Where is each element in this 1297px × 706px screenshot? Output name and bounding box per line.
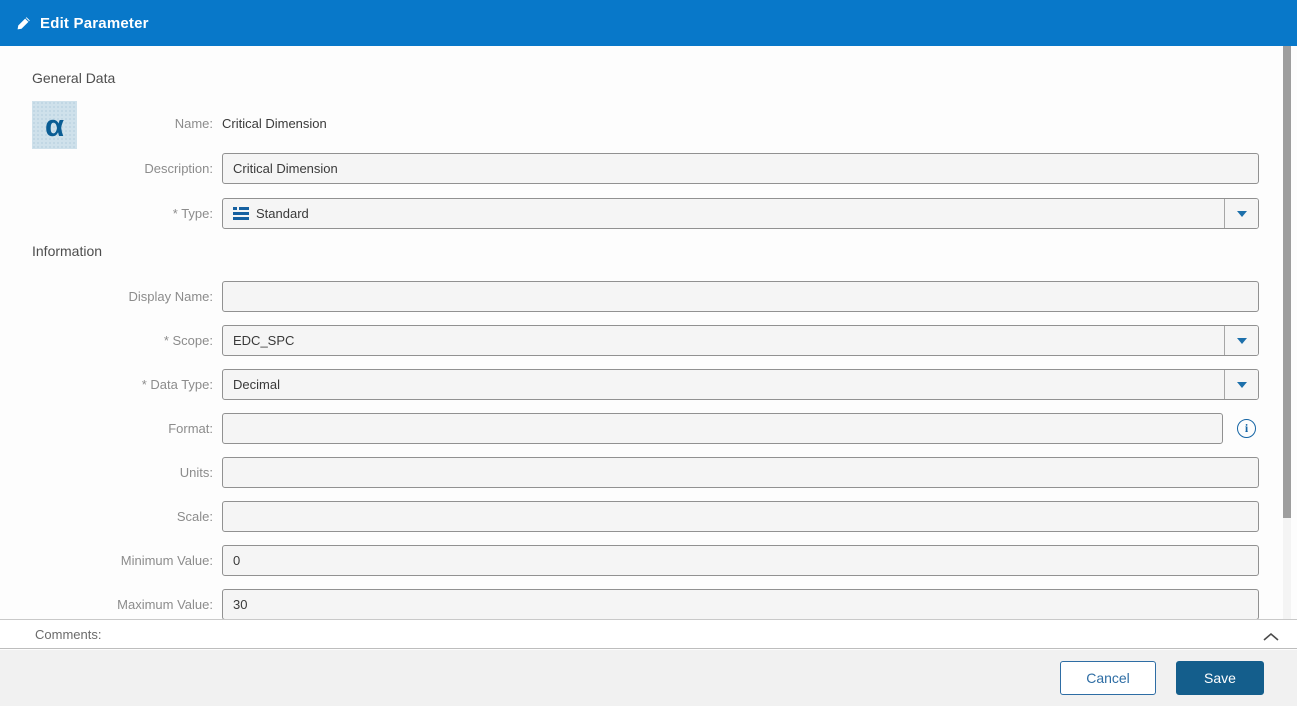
edit-pencil-icon — [16, 16, 31, 31]
type-label: * Type: — [172, 206, 213, 221]
name-label: Name: — [174, 116, 213, 131]
dialog-header: Edit Parameter — [0, 0, 1297, 46]
format-field-wrap: i — [222, 413, 1259, 444]
dialog-footer: Cancel Save — [0, 650, 1297, 706]
scope-dropdown-button[interactable] — [1224, 326, 1258, 355]
units-label: Units: — [179, 465, 213, 480]
scope-label: * Scope: — [163, 333, 213, 348]
save-button[interactable]: Save — [1176, 661, 1264, 695]
name-row: Name: Critical Dimension — [0, 108, 1297, 139]
units-input[interactable] — [222, 457, 1259, 488]
data-type-label: * Data Type: — [141, 377, 213, 392]
display-name-input[interactable] — [222, 281, 1259, 312]
parameter-alpha-icon: α — [32, 101, 77, 149]
name-value: Critical Dimension — [222, 116, 327, 131]
units-row: Units: — [0, 457, 1297, 488]
format-input[interactable] — [222, 413, 1223, 444]
data-type-dropdown[interactable]: Decimal — [222, 369, 1259, 400]
data-type-row: * Data Type: Decimal — [0, 369, 1297, 400]
chevron-down-icon — [1236, 337, 1247, 344]
type-value-text: Standard — [256, 206, 309, 221]
scale-row: Scale: — [0, 501, 1297, 532]
minimum-value-input[interactable] — [222, 545, 1259, 576]
format-label: Format: — [168, 421, 213, 436]
alpha-glyph: α — [44, 107, 65, 143]
data-type-dropdown-button[interactable] — [1224, 370, 1258, 399]
type-row: * Type: Standard — [0, 198, 1297, 229]
scope-row: * Scope: EDC_SPC — [0, 325, 1297, 356]
scale-label: Scale: — [176, 509, 213, 524]
format-info-icon[interactable]: i — [1237, 419, 1256, 438]
format-row: Format: i — [0, 413, 1297, 444]
cancel-button[interactable]: Cancel — [1060, 661, 1156, 695]
chevron-down-icon — [1236, 381, 1247, 388]
minimum-value-label: Minimum Value: — [120, 553, 213, 568]
standard-type-icon — [233, 206, 249, 221]
section-heading-information: Information — [32, 243, 103, 259]
type-dropdown-value: Standard — [223, 199, 1224, 228]
vertical-scrollbar-thumb[interactable] — [1283, 46, 1291, 518]
scope-dropdown-value: EDC_SPC — [223, 326, 1224, 355]
display-name-row: Display Name: — [0, 281, 1297, 312]
data-type-dropdown-value: Decimal — [223, 370, 1224, 399]
data-type-value-text: Decimal — [233, 377, 280, 392]
chevron-up-icon[interactable] — [1263, 629, 1279, 641]
description-label: Description: — [144, 161, 213, 176]
dialog-title: Edit Parameter — [40, 14, 149, 32]
comments-bar[interactable]: Comments: — [0, 619, 1297, 649]
scope-value-text: EDC_SPC — [233, 333, 295, 348]
maximum-value-row: Maximum Value: — [0, 589, 1297, 619]
comments-label: Comments: — [35, 626, 102, 642]
description-input[interactable] — [222, 153, 1259, 184]
vertical-scrollbar-track[interactable] — [1283, 46, 1291, 619]
minimum-value-row: Minimum Value: — [0, 545, 1297, 576]
type-dropdown-button[interactable] — [1224, 199, 1258, 228]
maximum-value-label: Maximum Value: — [117, 597, 213, 612]
scope-dropdown[interactable]: EDC_SPC — [222, 325, 1259, 356]
chevron-down-icon — [1236, 210, 1247, 217]
scale-input[interactable] — [222, 501, 1259, 532]
form-scroll-area: General Data α Name: Critical Dimension … — [0, 46, 1297, 619]
maximum-value-input[interactable] — [222, 589, 1259, 619]
description-row: Description: — [0, 153, 1297, 184]
display-name-label: Display Name: — [128, 289, 213, 304]
type-dropdown[interactable]: Standard — [222, 198, 1259, 229]
section-heading-general: General Data — [32, 70, 116, 86]
